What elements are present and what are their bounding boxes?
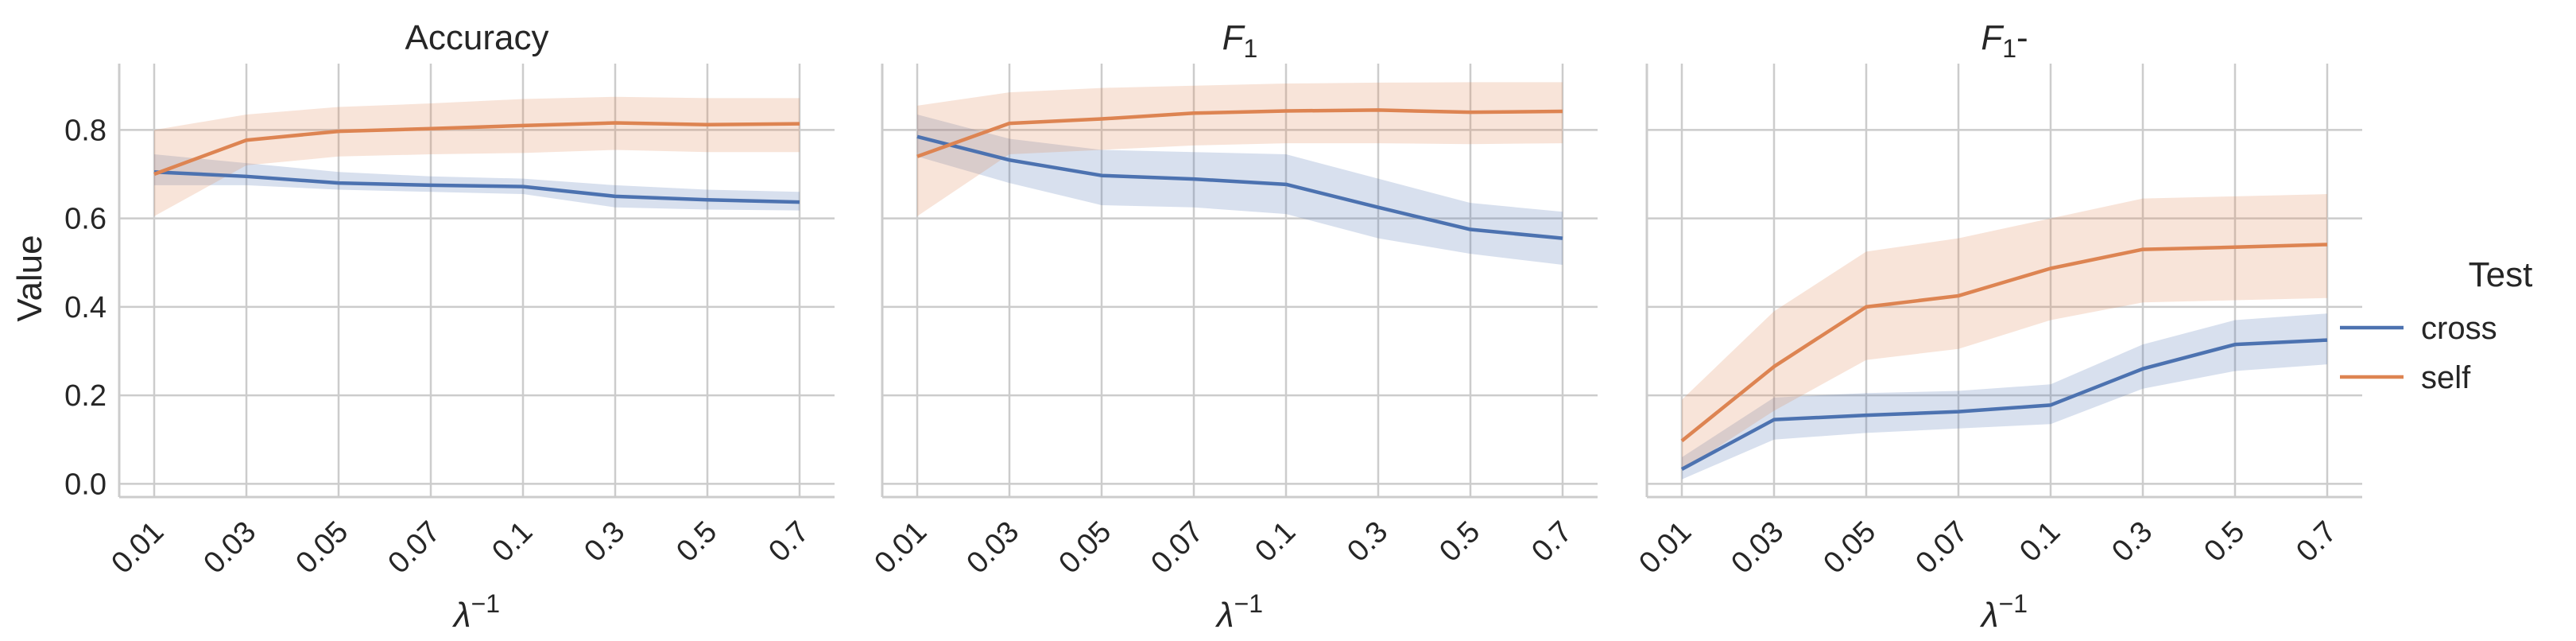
- panel-title: Accuracy: [405, 18, 549, 57]
- y-tick-label: 0.6: [64, 203, 107, 236]
- series-line-self: [153, 121, 800, 177]
- x-tick-label: 0.05: [1817, 515, 1882, 581]
- x-tick-label: 0.03: [960, 515, 1025, 581]
- series-line-self: [916, 108, 1563, 158]
- legend: Test cross self: [2340, 255, 2532, 395]
- x-tick-label: 0.01: [868, 515, 933, 581]
- x-axis-label: λ−1: [1215, 589, 1263, 635]
- panel-1: 0.0 0.2 0.4 0.6 0.8 0.01 0.03 0.05 0.07 0.1 0.3 0.5…: [64, 18, 835, 635]
- series-line-self: [1680, 243, 2328, 443]
- x-tick-label: 0.05: [1052, 515, 1118, 581]
- x-tick-label: 0.3: [2105, 515, 2159, 569]
- confidence-band-cross: [917, 114, 1563, 266]
- x-tick-label: 0.1: [1249, 515, 1302, 569]
- y-tick-label: 0.2: [64, 379, 107, 413]
- x-tick-label: 0.07: [382, 515, 447, 581]
- x-tick-label: 0.7: [1525, 515, 1579, 569]
- series-line-cross: [916, 134, 1563, 240]
- confidence-band-cross: [1682, 313, 2327, 480]
- x-tick-label: 0.3: [578, 515, 631, 569]
- confidence-band-self: [1682, 194, 2327, 471]
- confidence-band-self: [154, 96, 800, 216]
- y-tick-label: 0.8: [64, 114, 107, 147]
- y-tick-label: 0.4: [64, 291, 107, 324]
- x-axis-label: λ−1: [1980, 589, 2028, 635]
- x-tick-label: 0.5: [1433, 515, 1486, 569]
- x-tick-label: 0.07: [1909, 515, 1974, 581]
- x-tick-label: 0.05: [289, 515, 354, 581]
- legend-label-self: self: [2421, 360, 2471, 395]
- x-tick-label: 0.5: [2198, 515, 2251, 569]
- panel-title: F1-: [1981, 18, 2028, 63]
- y-tick-label: 0.0: [64, 468, 107, 501]
- x-tick-label: 0.01: [1633, 515, 1698, 581]
- panels: 0.0 0.2 0.4 0.6 0.8 0.01 0.03 0.05 0.07 0.1 0.3 0.5…: [64, 18, 2362, 635]
- series-line-cross: [1680, 338, 2328, 471]
- x-tick-label: 0.7: [762, 515, 815, 569]
- x-tick-label: 0.5: [670, 515, 723, 569]
- x-tick-label: 0.7: [2290, 515, 2343, 569]
- x-tick-label: 0.1: [2013, 515, 2067, 569]
- series-line-cross: [153, 170, 800, 204]
- x-tick-label: 0.03: [197, 515, 262, 581]
- x-tick-label: 0.03: [1725, 515, 1790, 581]
- panel-2: 0.01 0.03 0.05 0.07 0.1 0.3 0.5 0.7 F1 λ−1: [868, 18, 1598, 635]
- panel-title: F1: [1222, 18, 1258, 63]
- x-tick-label: 0.1: [486, 515, 539, 569]
- x-tick-label: 0.01: [105, 515, 170, 581]
- panel-3: 0.01 0.03 0.05 0.07 0.1 0.3 0.5 0.7 F1- λ−1: [1633, 18, 2362, 635]
- x-tick-label: 0.07: [1145, 515, 1210, 581]
- legend-title: Test: [2469, 255, 2533, 294]
- confidence-band-self: [917, 82, 1563, 216]
- y-axis-label: Value: [10, 235, 49, 321]
- x-tick-label: 0.3: [1341, 515, 1394, 569]
- legend-label-cross: cross: [2421, 311, 2497, 346]
- x-axis-label: λ−1: [452, 589, 500, 635]
